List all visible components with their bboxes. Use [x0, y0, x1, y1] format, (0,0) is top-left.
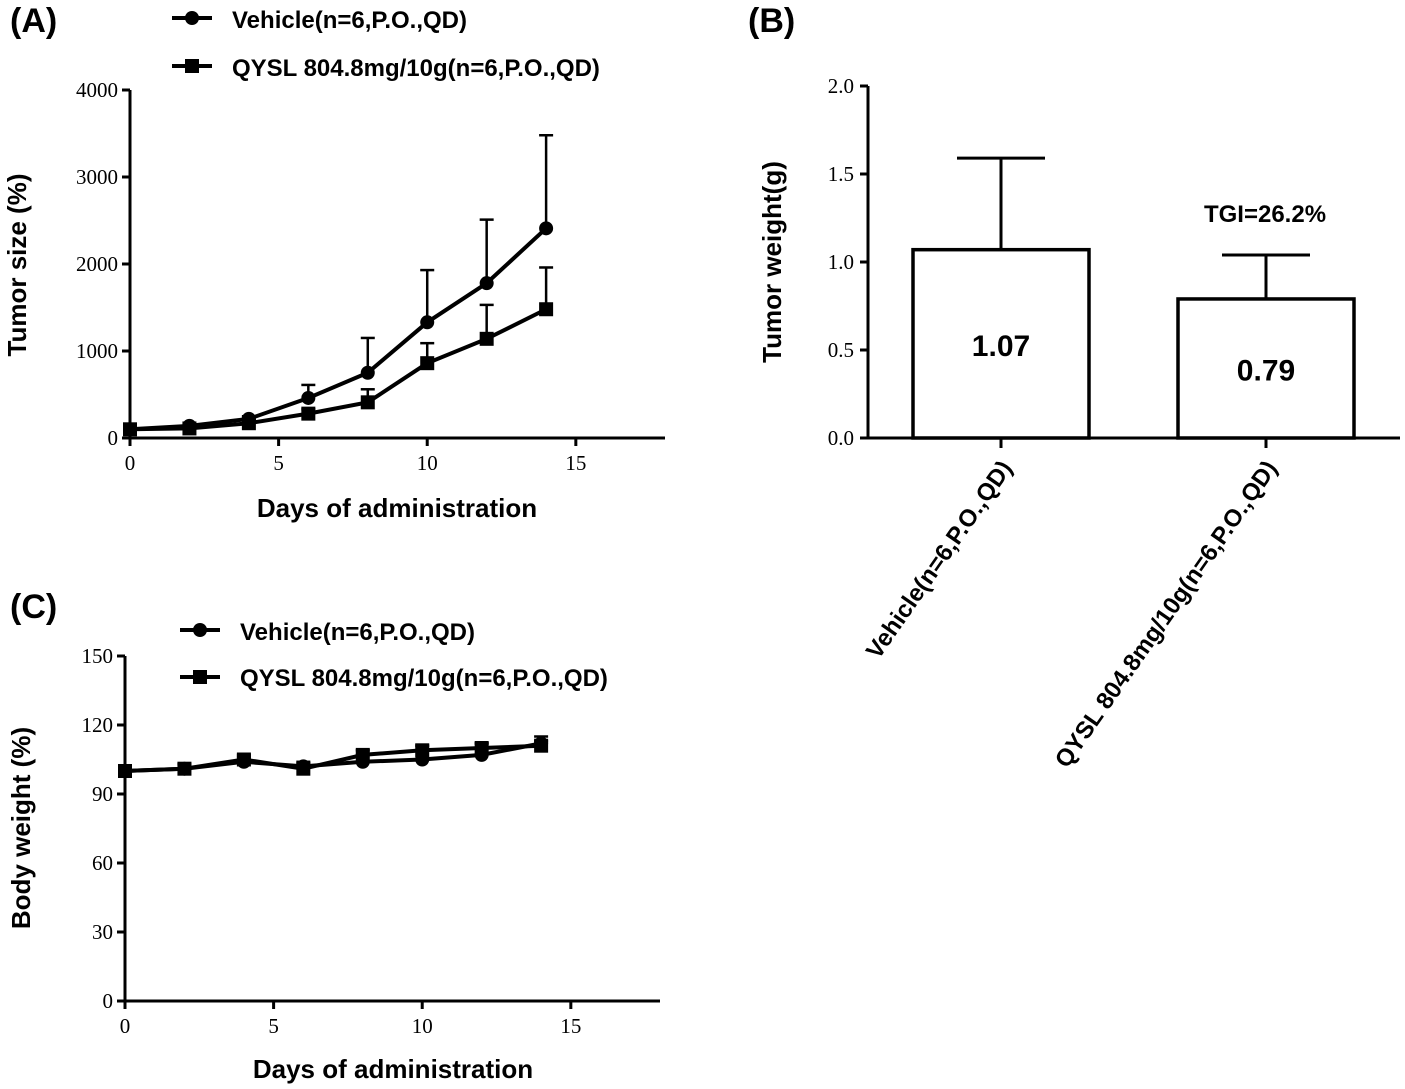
bar-value-label: 0.79: [1237, 354, 1295, 387]
panel-b-chart: (B) Tumor weight(g) TGI=26.2% 0.0 0.5 1.0 1…: [748, 2, 1400, 773]
data-point-qysl: [241, 416, 256, 431]
legend-vehicle-marker: [193, 623, 207, 637]
panel-c-chart: (C) Vehicle(n=6,P.O.,QD) QYSL 804.8mg/10…: [6, 588, 660, 1084]
panel-b-y-axis-title: Tumor weight(g): [757, 161, 787, 363]
x-tick-label: 5: [268, 1014, 279, 1038]
series-vehicle-line: [129, 226, 548, 432]
legend-qysl-marker: [185, 59, 199, 73]
y-tick-label: 0: [108, 426, 119, 450]
y-tick-label: 150: [82, 644, 114, 668]
panel-a-label: (A): [10, 2, 57, 40]
data-point-qysl: [182, 421, 197, 436]
x-tick-label: 15: [565, 451, 586, 475]
y-tick-label: 0.5: [828, 338, 854, 362]
legend-vehicle-marker: [185, 11, 199, 25]
data-point-qysl: [420, 356, 435, 371]
y-tick-label: 90: [92, 782, 113, 806]
panel-a-legend-qysl: QYSL 804.8mg/10g(n=6,P.O.,QD): [232, 55, 600, 82]
panel-b-label: (B): [748, 2, 795, 40]
series-qysl-line: [129, 307, 548, 432]
y-tick-label: 60: [92, 851, 113, 875]
data-point-vehicle: [420, 315, 435, 330]
legend-qysl-marker: [193, 670, 207, 684]
y-tick-label: 2.0: [828, 74, 854, 98]
y-tick-label: 1.5: [828, 162, 854, 186]
y-tick-label: 1000: [76, 339, 118, 363]
data-point-qysl: [301, 406, 316, 421]
y-tick-label: 1.0: [828, 250, 854, 274]
data-point-qysl: [118, 764, 132, 778]
panel-a-legend-vehicle: Vehicle(n=6,P.O.,QD): [232, 7, 467, 34]
panel-b-tgi-annotation: TGI=26.2%: [1204, 201, 1326, 228]
data-point-vehicle: [479, 276, 494, 291]
panel-a-y-axis-title: Tumor size (%): [2, 174, 32, 357]
data-point-vehicle: [360, 365, 375, 380]
data-point-qysl: [479, 331, 494, 346]
data-point-qysl: [355, 747, 370, 762]
panel-c-legend-qysl: QYSL 804.8mg/10g(n=6,P.O.,QD): [240, 665, 608, 692]
panel-c-legend-vehicle: Vehicle(n=6,P.O.,QD): [240, 619, 475, 646]
bar-vehicle: [911, 247, 1091, 440]
data-point-qysl: [474, 741, 489, 755]
x-tick-label: 15: [560, 1014, 581, 1038]
panel-a-chart: (A) Vehicle(n=6,P.O.,QD) QYSL 804.8mg/10…: [2, 2, 665, 523]
y-tick-label: 120: [82, 713, 114, 737]
data-point-qysl: [177, 761, 192, 776]
data-point-qysl: [534, 738, 549, 753]
y-tick-label: 2000: [76, 252, 118, 276]
data-point-vehicle: [539, 221, 554, 236]
bar-qysl: [1176, 297, 1356, 440]
panel-c-y-axis-title: Body weight (%): [6, 727, 36, 929]
data-point-qysl: [415, 743, 430, 758]
series-qysl-line: [124, 743, 542, 773]
panel-c-x-axis-title: Days of administration: [253, 1054, 533, 1084]
y-tick-label: 3000: [76, 165, 118, 189]
data-point-qysl: [296, 761, 311, 776]
y-tick-label: 4000: [76, 78, 118, 102]
y-tick-label: 0: [103, 989, 114, 1013]
x-tick-label: 0: [120, 1014, 131, 1038]
panel-c-label: (C): [10, 588, 57, 626]
y-tick-label: 0.0: [828, 426, 854, 450]
x-category-label: QYSL 804.8mg/10g(n=6,P.O.,QD): [1050, 456, 1283, 773]
data-point-vehicle: [301, 390, 316, 405]
panel-a-x-axis-title: Days of administration: [257, 493, 537, 523]
data-point-qysl: [539, 302, 554, 317]
y-tick-label: 30: [92, 920, 113, 944]
x-tick-label: 10: [412, 1014, 433, 1038]
x-tick-label: 0: [125, 451, 136, 475]
data-point-qysl: [360, 395, 375, 410]
data-point-qysl: [123, 422, 137, 437]
x-category-label: Vehicle(n=6,P.O.,QD): [861, 456, 1018, 664]
x-tick-label: 5: [273, 451, 284, 475]
x-tick-label: 10: [417, 451, 438, 475]
bar-value-label: 1.07: [972, 330, 1030, 363]
data-point-qysl: [236, 752, 251, 767]
